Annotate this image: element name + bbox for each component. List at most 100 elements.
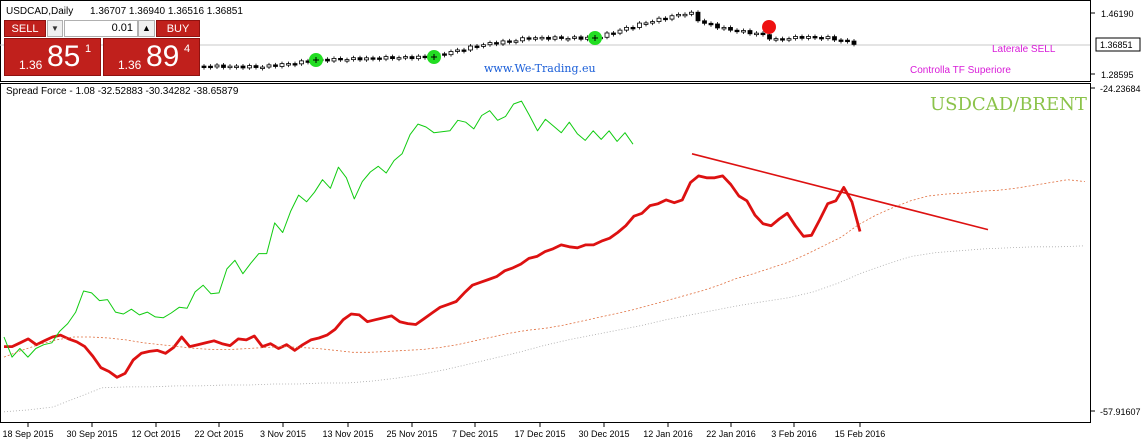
candle-body <box>637 22 642 28</box>
candle-body <box>552 36 558 40</box>
candle-body <box>227 65 233 69</box>
candle-body <box>344 59 350 62</box>
candle-body <box>806 36 811 39</box>
candle-body <box>617 29 623 34</box>
current-price-tag-box <box>1095 37 1141 52</box>
candle-body <box>338 58 343 61</box>
date-tick-label: 30 Sep 2015 <box>66 429 117 439</box>
signal-marker-red <box>762 20 776 34</box>
date-tick-label: 22 Oct 2015 <box>194 429 243 439</box>
axis-indicator-top: -24.23684 <box>1100 84 1141 94</box>
candle-body <box>643 22 649 25</box>
sell-price-button[interactable]: 1.36 85 1 <box>4 38 101 76</box>
date-tick-label: 3 Feb 2016 <box>771 429 817 439</box>
candle-body <box>721 27 727 30</box>
candle-body <box>409 56 415 60</box>
indicator-series-green-thin <box>3 100 634 358</box>
candle-body <box>611 32 616 35</box>
axis-price-top: 1.46190 <box>1101 9 1134 19</box>
candle-body <box>676 13 681 17</box>
candle-body <box>747 30 753 35</box>
axis-price-bottom: 1.28595 <box>1101 70 1134 80</box>
buy-price-button[interactable]: 1.36 89 4 <box>103 38 200 76</box>
candle-body <box>663 17 668 21</box>
buy-price-big: 89 <box>146 40 180 73</box>
candle-body <box>442 53 447 56</box>
date-tick-label: 13 Nov 2015 <box>322 429 373 439</box>
candle-body <box>838 39 844 42</box>
candle-body <box>656 17 662 22</box>
candle-body <box>214 64 220 68</box>
date-axis: 18 Sep 2015 30 Sep 2015 12 Oct 2015 22 Oct … <box>2 423 885 439</box>
candle-body <box>513 40 519 43</box>
indicator-lines <box>3 100 1086 413</box>
candle-body <box>559 36 564 39</box>
candle-body <box>689 11 694 15</box>
candle-body <box>377 57 382 60</box>
indicator-series-gray-dotted <box>3 245 1084 413</box>
candle-body <box>539 36 545 40</box>
candle-body <box>520 37 525 42</box>
candle-body <box>240 65 246 69</box>
sell-button[interactable]: SELL <box>4 20 46 37</box>
chevron-up-icon: ▲ <box>142 23 151 33</box>
candle-body <box>624 26 629 31</box>
candle-body <box>221 64 226 68</box>
date-tick-label: 12 Oct 2015 <box>131 429 180 439</box>
candle-body <box>669 15 675 20</box>
ohlc-values: 1.36707 1.36940 1.36516 1.36851 <box>90 6 243 17</box>
price-candles <box>201 10 857 71</box>
indicator-series-red-trendline <box>691 153 989 231</box>
candle-body <box>682 13 688 17</box>
candle-body <box>403 56 408 59</box>
date-tick-label: 3 Nov 2015 <box>260 429 306 439</box>
candle-body <box>208 65 213 69</box>
buy-button[interactable]: BUY <box>156 20 200 37</box>
candle-body <box>351 57 356 61</box>
buy-price-sup: 4 <box>184 43 191 55</box>
candle-body <box>266 64 272 68</box>
date-tick-label: 17 Dec 2015 <box>514 429 565 439</box>
sell-price-big: 85 <box>47 40 81 73</box>
candle-body <box>253 65 259 68</box>
candle-body <box>487 42 493 46</box>
candle-body <box>325 58 330 62</box>
buy-price-prefix: 1.36 <box>118 58 142 72</box>
candle-body <box>260 66 265 69</box>
candle-body <box>201 65 207 68</box>
candle-body <box>331 58 337 62</box>
candle-body <box>741 30 746 33</box>
candle-body <box>422 55 428 59</box>
candle-body <box>292 63 298 66</box>
sell-price-prefix: 1.36 <box>19 58 43 72</box>
candle-body <box>474 45 480 48</box>
candle-body <box>364 57 369 61</box>
label-controlla-tf: Controlla TF Superiore <box>910 65 1011 76</box>
candle-body <box>357 57 363 61</box>
lot-spin[interactable]: ▲ <box>138 20 155 37</box>
axis-price-current: 1.36851 <box>1100 40 1133 50</box>
candle-body <box>461 49 467 52</box>
candle-body <box>630 26 636 30</box>
candle-body <box>734 29 740 33</box>
candle-body <box>481 44 486 47</box>
candle-body <box>773 38 779 41</box>
candle-body <box>273 64 278 67</box>
candle-body <box>832 36 837 41</box>
lot-size-input[interactable]: 0.01 <box>64 20 138 37</box>
lot-dropdown[interactable]: ▼ <box>47 20 63 37</box>
candle-body <box>767 34 772 40</box>
pair-label: USDCAD/BRENT <box>930 94 1087 115</box>
candle-body <box>786 38 792 41</box>
candle-body <box>546 36 551 40</box>
candle-body <box>286 63 291 66</box>
candle-body <box>468 45 473 51</box>
candle-body <box>396 57 402 60</box>
chevron-down-icon: ▼ <box>51 24 59 33</box>
sell-price-sup: 1 <box>85 43 92 55</box>
symbol-title: USDCAD,Daily <box>6 6 73 17</box>
candle-body <box>650 21 655 24</box>
candle-body <box>500 40 506 45</box>
candle-body <box>526 37 532 40</box>
